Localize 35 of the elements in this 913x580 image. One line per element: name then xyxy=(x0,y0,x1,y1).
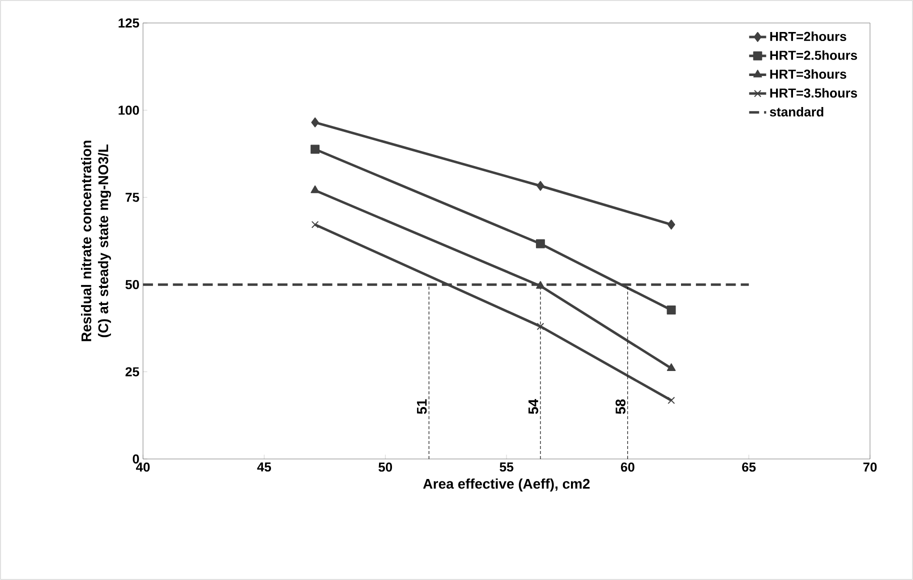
y-axis-title: Residual nitrate concentration (C) at steady state mg-NO3/L xyxy=(81,140,112,342)
x-tick-label: 40 xyxy=(136,462,150,472)
x-tick-label: 70 xyxy=(863,462,877,472)
y-tick-label: 50 xyxy=(125,280,139,290)
legend-label: HRT=3.5hours xyxy=(770,88,858,98)
point xyxy=(310,185,320,194)
point xyxy=(311,117,319,128)
x-tick-label: 65 xyxy=(742,462,756,472)
annotation: 54 xyxy=(528,398,538,414)
legend-label: standard xyxy=(770,106,824,116)
y-tick-label: 125 xyxy=(118,18,140,28)
annotation: 58 xyxy=(616,399,626,414)
point xyxy=(666,363,676,372)
x-tick-label: 50 xyxy=(378,462,392,472)
point xyxy=(311,220,319,228)
legend-label: HRT=3hours xyxy=(770,69,846,79)
x-tick-label: 45 xyxy=(257,462,272,472)
point xyxy=(667,220,676,230)
x-tick-label: 55 xyxy=(500,462,514,472)
point xyxy=(536,280,545,289)
point xyxy=(536,239,545,248)
y-tick-label: 100 xyxy=(118,106,139,115)
legend-label: HRT=2hours xyxy=(770,32,846,42)
x-tick-label: 60 xyxy=(620,462,634,472)
y-tick-label: 25 xyxy=(126,367,140,376)
point xyxy=(666,306,676,315)
legend-label: HRT=2.5hours xyxy=(770,50,858,60)
x-axis-title: Area effective (Aeff), cm2 xyxy=(423,478,590,492)
y-tick-label: 0 xyxy=(132,454,139,464)
point xyxy=(536,180,544,191)
point xyxy=(668,396,675,404)
annotation: 51 xyxy=(417,399,427,414)
y-tick-label: 75 xyxy=(126,192,140,202)
point xyxy=(310,144,320,154)
point xyxy=(536,322,544,330)
